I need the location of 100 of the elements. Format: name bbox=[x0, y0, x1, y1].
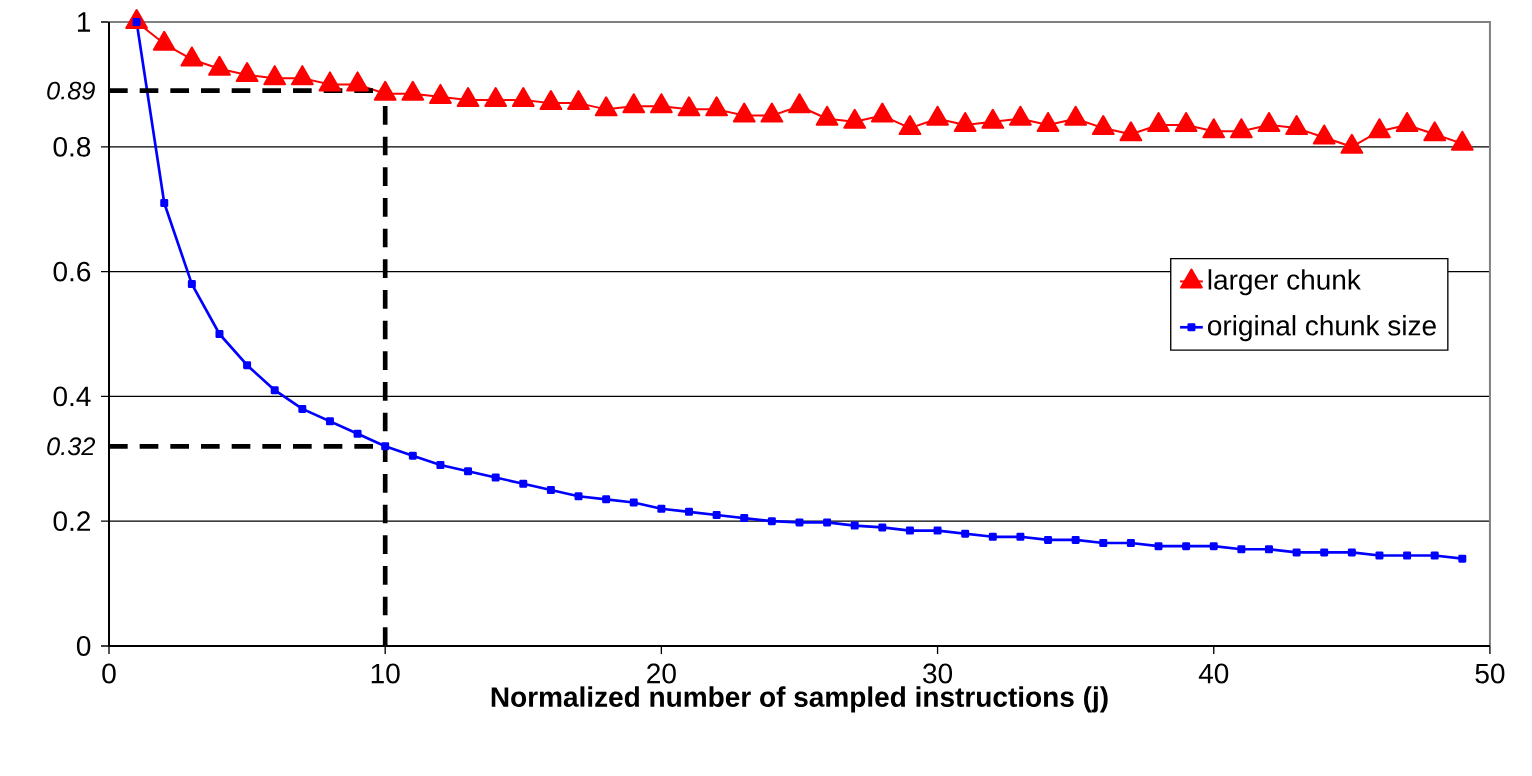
y-tick-label: 0.2 bbox=[53, 511, 90, 532]
point bbox=[325, 417, 334, 426]
point bbox=[622, 93, 646, 114]
point bbox=[346, 71, 369, 92]
point bbox=[1071, 535, 1080, 544]
x-tick-label: 30 bbox=[923, 663, 953, 684]
point bbox=[732, 102, 756, 123]
point bbox=[381, 442, 390, 451]
point bbox=[1340, 133, 1364, 154]
point bbox=[1458, 554, 1467, 563]
point bbox=[215, 329, 224, 339]
point bbox=[898, 115, 922, 136]
point bbox=[988, 532, 997, 541]
point bbox=[1202, 118, 1226, 139]
point bbox=[602, 495, 611, 504]
point bbox=[594, 96, 618, 117]
legend-label: larger chunk bbox=[1208, 269, 1361, 296]
point bbox=[160, 198, 169, 207]
point bbox=[290, 65, 314, 86]
point bbox=[270, 386, 279, 395]
point bbox=[961, 529, 970, 538]
point bbox=[519, 479, 528, 488]
point bbox=[1119, 121, 1143, 142]
ref-line-label: 0.32 bbox=[47, 437, 96, 456]
y-tick-label: 0 bbox=[76, 636, 91, 656]
y-tick-label: 1 bbox=[77, 12, 91, 32]
point bbox=[1320, 548, 1329, 557]
point bbox=[1064, 105, 1088, 126]
point bbox=[263, 65, 287, 86]
point bbox=[981, 108, 1005, 129]
point bbox=[677, 96, 701, 117]
point bbox=[933, 526, 942, 535]
point bbox=[1450, 130, 1474, 151]
point bbox=[788, 93, 811, 114]
point bbox=[760, 102, 784, 123]
point bbox=[180, 46, 204, 67]
point bbox=[1312, 124, 1336, 145]
x-axis-title: Normalized number of sampled instructions (j) bbox=[491, 686, 1108, 713]
point bbox=[243, 361, 252, 370]
point bbox=[208, 55, 231, 76]
point bbox=[1403, 551, 1412, 560]
point bbox=[511, 86, 535, 107]
point bbox=[649, 93, 673, 114]
point bbox=[152, 30, 176, 51]
point bbox=[1229, 118, 1253, 139]
point bbox=[1257, 111, 1281, 132]
point bbox=[1347, 548, 1356, 557]
point bbox=[464, 467, 473, 476]
point bbox=[926, 105, 949, 126]
point bbox=[1044, 535, 1053, 544]
point bbox=[815, 105, 839, 126]
point bbox=[1292, 548, 1301, 557]
point bbox=[1154, 542, 1163, 551]
point bbox=[878, 523, 887, 532]
ref-line-label: 0.89 bbox=[47, 81, 95, 100]
x-tick-label: 0 bbox=[102, 663, 116, 684]
point bbox=[567, 90, 590, 111]
point bbox=[539, 90, 563, 111]
point bbox=[484, 86, 508, 107]
point bbox=[318, 71, 342, 92]
point bbox=[823, 518, 832, 527]
point bbox=[1264, 545, 1273, 554]
point bbox=[1285, 115, 1308, 136]
point bbox=[574, 492, 583, 501]
point bbox=[843, 108, 867, 129]
point bbox=[712, 510, 721, 519]
legend-label: original chunk size bbox=[1208, 315, 1436, 342]
point bbox=[1368, 118, 1391, 139]
point bbox=[546, 485, 555, 495]
point bbox=[401, 80, 425, 101]
point bbox=[1016, 532, 1025, 541]
x-tick-label: 20 bbox=[647, 663, 676, 684]
x-tick-label: 40 bbox=[1198, 663, 1229, 684]
point bbox=[767, 517, 776, 526]
point bbox=[1237, 545, 1246, 554]
point bbox=[629, 498, 638, 507]
point bbox=[1395, 111, 1419, 132]
point bbox=[235, 62, 259, 83]
x-tick-label: 10 bbox=[371, 663, 400, 684]
point bbox=[456, 86, 480, 107]
y-tick-label: 0.6 bbox=[53, 261, 91, 282]
point bbox=[1099, 539, 1108, 548]
point bbox=[1423, 121, 1447, 142]
point bbox=[1036, 111, 1060, 132]
point bbox=[684, 507, 693, 516]
point bbox=[870, 102, 894, 123]
point bbox=[1209, 542, 1218, 551]
point bbox=[1430, 551, 1439, 560]
point bbox=[953, 111, 977, 132]
point bbox=[740, 514, 749, 523]
point bbox=[436, 461, 445, 470]
point bbox=[1147, 111, 1170, 132]
point bbox=[850, 521, 859, 530]
y-tick-label: 0.4 bbox=[53, 386, 91, 407]
point bbox=[1009, 105, 1032, 126]
point bbox=[705, 96, 729, 117]
point bbox=[905, 526, 914, 535]
point bbox=[1174, 111, 1198, 132]
x-tick-label: 50 bbox=[1475, 663, 1505, 684]
point bbox=[1091, 115, 1115, 136]
